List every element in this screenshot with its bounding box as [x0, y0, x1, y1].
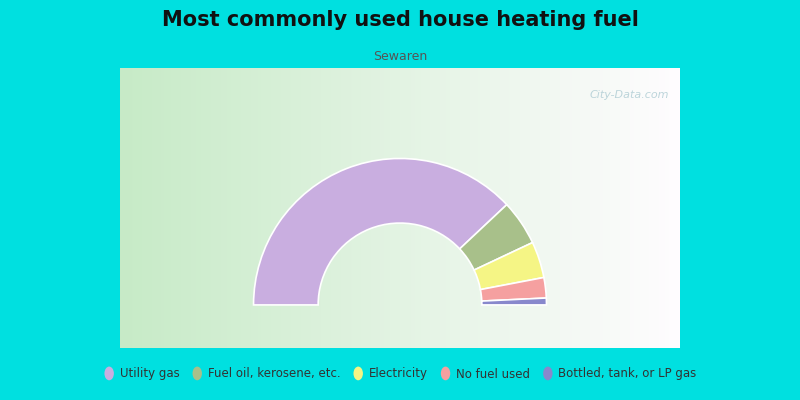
Text: City-Data.com: City-Data.com [590, 90, 670, 100]
Wedge shape [480, 278, 546, 301]
Wedge shape [254, 158, 506, 305]
Wedge shape [482, 298, 546, 305]
Legend: Utility gas, Fuel oil, kerosene, etc., Electricity, No fuel used, Bottled, tank,: Utility gas, Fuel oil, kerosene, etc., E… [103, 368, 697, 380]
Wedge shape [460, 205, 533, 270]
Text: Most commonly used house heating fuel: Most commonly used house heating fuel [162, 10, 638, 30]
Text: Sewaren: Sewaren [373, 50, 427, 63]
Wedge shape [474, 242, 544, 290]
